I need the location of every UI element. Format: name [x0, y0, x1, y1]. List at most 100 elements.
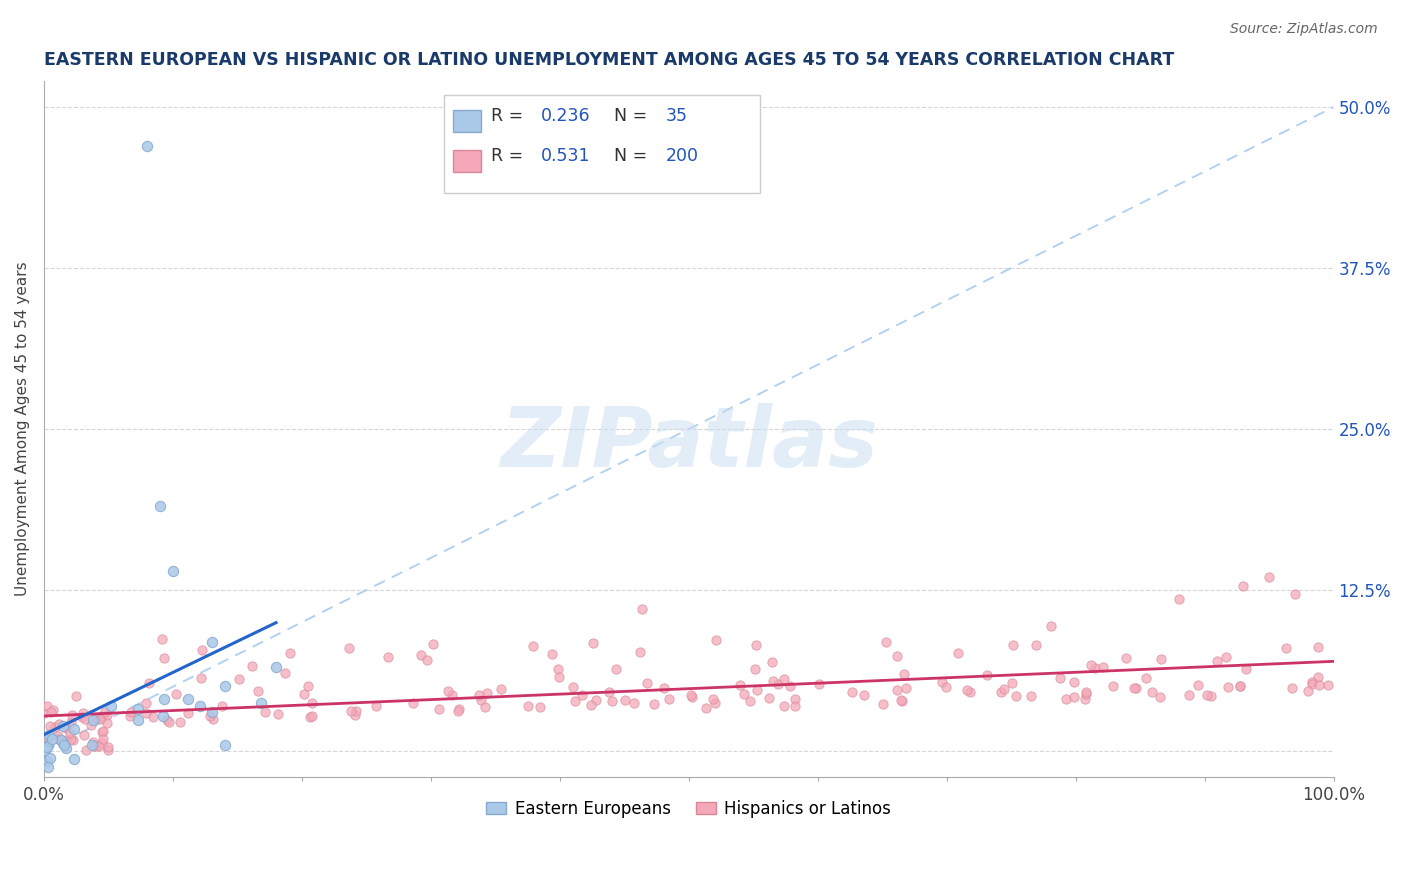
Point	[1073, 691, 1095, 706]
Point	[744, 662, 766, 676]
Point	[96, 715, 118, 730]
Point	[579, 698, 602, 713]
Point	[246, 684, 269, 698]
Point	[278, 646, 301, 660]
Point	[37, 699, 59, 714]
Text: 35: 35	[665, 107, 688, 125]
Point	[681, 688, 703, 702]
Point	[852, 688, 875, 702]
Point	[1229, 679, 1251, 693]
Point	[37, 739, 59, 754]
Point	[39, 750, 62, 764]
Point	[643, 698, 665, 712]
Point	[253, 705, 276, 719]
Point	[38, 727, 60, 741]
Point	[762, 673, 785, 688]
Point	[623, 696, 645, 710]
Point	[1178, 688, 1201, 702]
Point	[1187, 678, 1209, 692]
Point	[274, 666, 297, 681]
Point	[153, 651, 176, 665]
Point	[1123, 681, 1146, 695]
Point	[427, 702, 450, 716]
Point	[571, 689, 593, 703]
Point	[761, 655, 783, 669]
Point	[135, 696, 157, 710]
Point	[1317, 677, 1340, 691]
Point	[82, 738, 104, 752]
Point	[1149, 651, 1171, 665]
Point	[1308, 640, 1330, 654]
Point	[872, 697, 894, 711]
Point	[89, 712, 111, 726]
Point	[188, 698, 211, 713]
Text: 200: 200	[665, 147, 699, 165]
Point	[42, 703, 65, 717]
Text: EASTERN EUROPEAN VS HISPANIC OR LATINO UNEMPLOYMENT AMONG AGES 45 TO 54 YEARS CO: EASTERN EUROPEAN VS HISPANIC OR LATINO U…	[44, 51, 1174, 69]
Point	[200, 634, 222, 648]
Point	[37, 732, 59, 747]
Point	[214, 738, 236, 752]
Point	[152, 709, 174, 723]
Point	[931, 674, 953, 689]
Point	[83, 739, 105, 753]
Point	[745, 638, 768, 652]
Point	[522, 639, 544, 653]
Point	[564, 694, 586, 708]
Point	[1308, 678, 1330, 692]
Point	[46, 731, 69, 746]
Text: N =: N =	[614, 147, 647, 165]
Point	[636, 676, 658, 690]
Point	[63, 752, 86, 766]
Point	[1063, 675, 1085, 690]
Point	[228, 672, 250, 686]
Point	[1084, 661, 1107, 675]
Point	[340, 704, 363, 718]
Point	[1125, 681, 1147, 695]
Point	[55, 741, 77, 756]
Point	[467, 689, 489, 703]
Point	[84, 711, 107, 725]
Point	[614, 693, 637, 707]
FancyBboxPatch shape	[453, 110, 481, 132]
Point	[886, 648, 908, 663]
Point	[97, 742, 120, 756]
Point	[783, 699, 806, 714]
Point	[598, 685, 620, 699]
Point	[84, 739, 107, 753]
Point	[766, 676, 789, 690]
Point	[1218, 680, 1240, 694]
Point	[72, 706, 94, 720]
Point	[447, 704, 470, 718]
Point	[198, 709, 221, 723]
Point	[41, 731, 63, 746]
Point	[52, 719, 75, 733]
Point	[630, 602, 652, 616]
Point	[58, 725, 80, 739]
Point	[1049, 671, 1071, 685]
Point	[600, 694, 623, 708]
Point	[364, 699, 387, 714]
Point	[120, 706, 142, 720]
Point	[91, 724, 114, 739]
FancyBboxPatch shape	[444, 95, 759, 193]
Point	[65, 689, 87, 703]
Point	[681, 690, 703, 704]
Point	[1063, 690, 1085, 704]
Point	[1229, 679, 1251, 693]
Point	[1298, 684, 1320, 698]
Point	[142, 710, 165, 724]
Point	[149, 500, 172, 514]
Point	[758, 690, 780, 705]
Point	[547, 662, 569, 676]
Point	[772, 698, 794, 713]
Point	[156, 713, 179, 727]
Point	[402, 697, 425, 711]
Point	[1115, 651, 1137, 665]
Point	[157, 714, 180, 729]
Point	[343, 707, 366, 722]
Point	[886, 683, 908, 698]
Point	[37, 759, 59, 773]
Point	[1002, 638, 1025, 652]
Point	[516, 698, 538, 713]
